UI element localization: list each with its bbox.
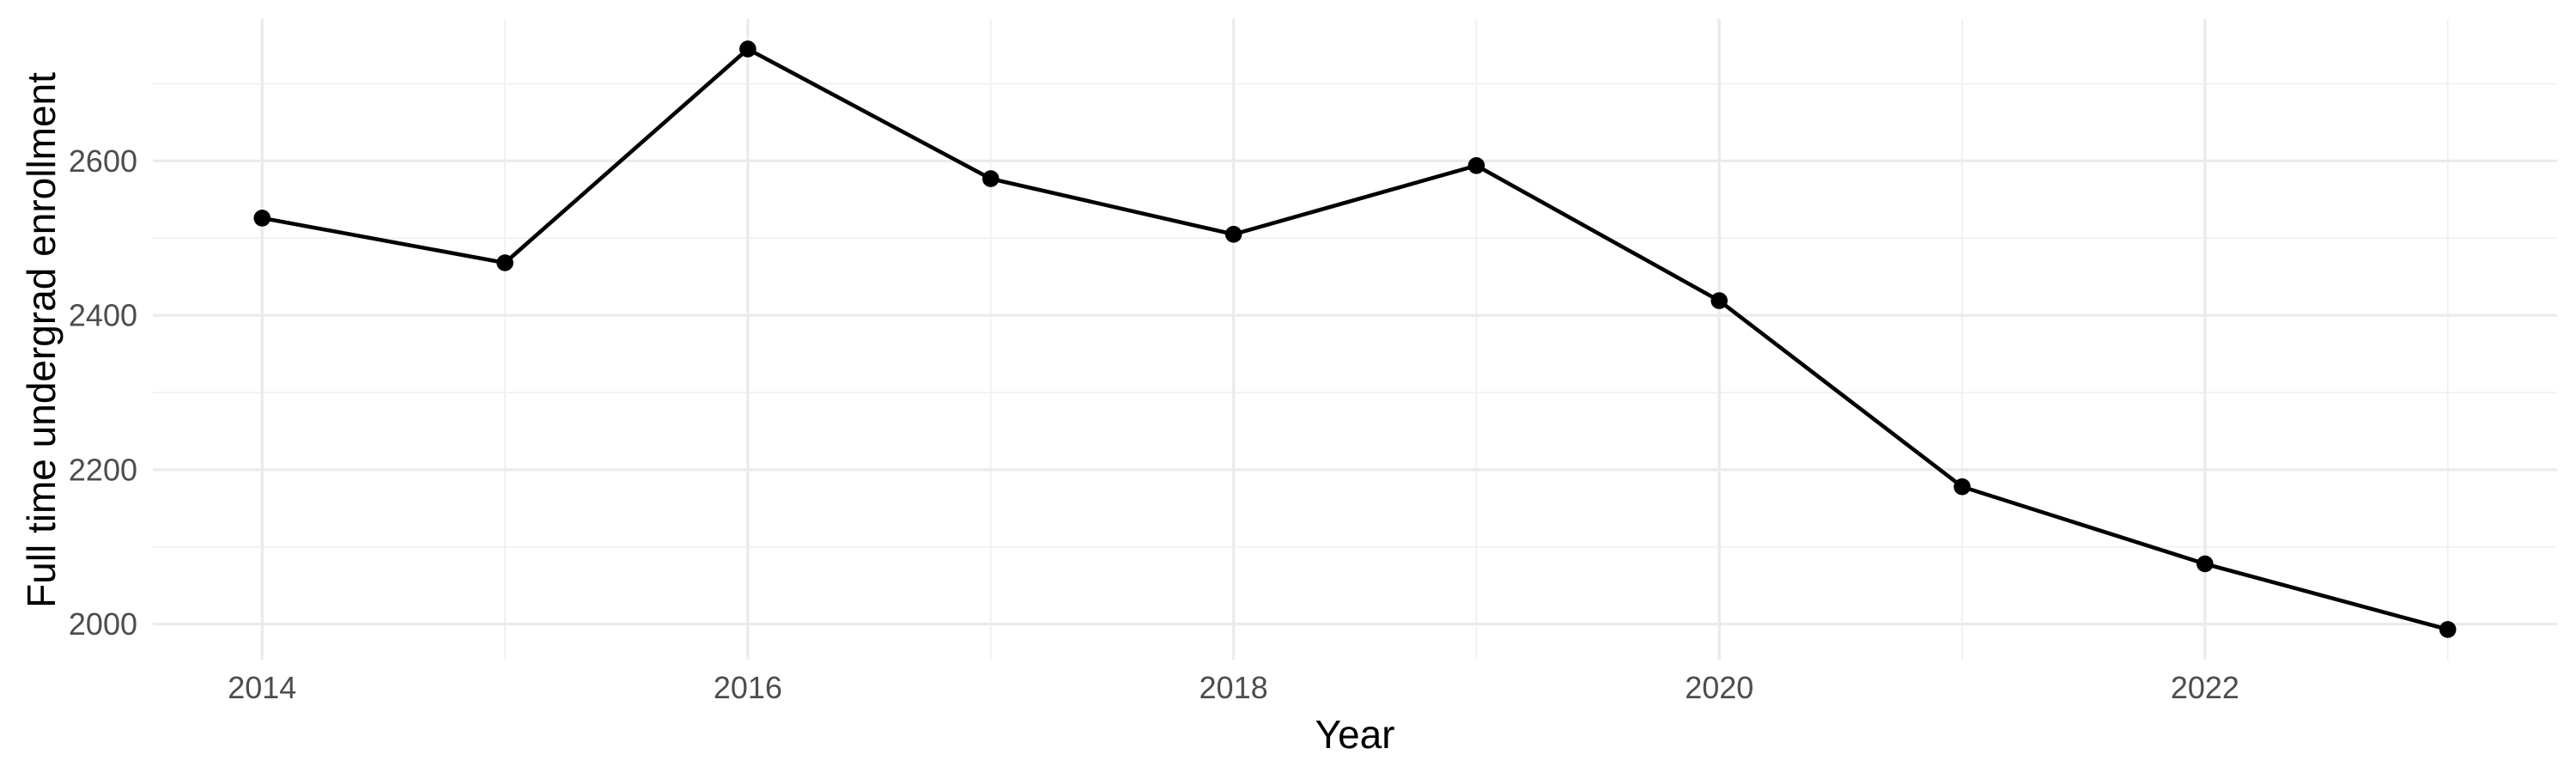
data-point [2439,621,2457,638]
y-axis-title: Full time undergrad enrollment [19,72,64,608]
y-tick-label: 2400 [69,298,137,333]
y-tick-label: 2000 [69,606,137,642]
y-tick-label: 2200 [69,452,137,487]
x-tick-label: 2016 [714,670,782,705]
x-axis-title: Year [1315,712,1395,757]
x-tick-label: 2018 [1200,670,1268,705]
data-point [2196,555,2214,573]
data-point [1710,292,1728,309]
data-point [496,254,513,271]
x-tick-label: 2022 [2171,670,2239,705]
data-point [739,40,756,58]
data-point [1953,478,1971,496]
x-tick-label: 2020 [1685,670,1753,705]
data-point [1224,226,1242,243]
data-point [1467,157,1485,174]
data-point [982,170,999,187]
x-tick-label: 2014 [228,670,296,705]
y-tick-label: 2600 [69,143,137,179]
enrollment-series-line [261,46,2449,632]
data-point [253,210,271,227]
